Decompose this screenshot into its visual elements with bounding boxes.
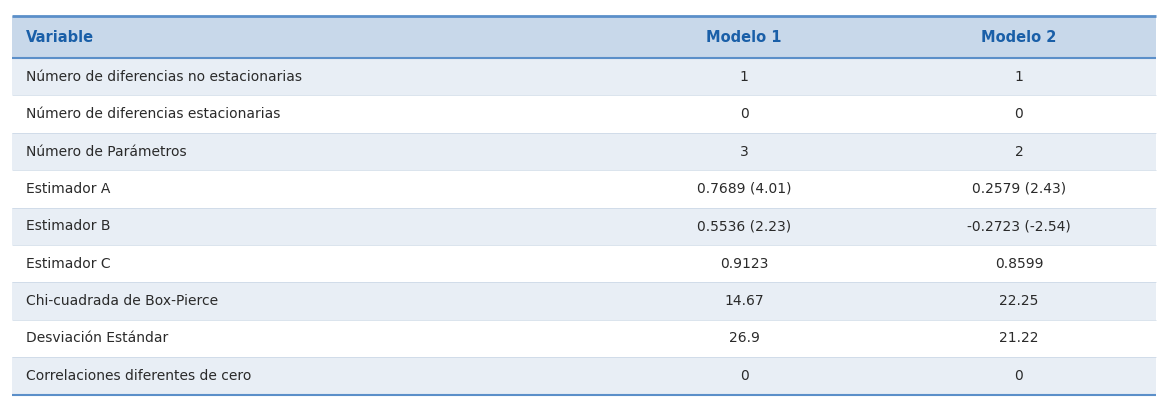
Bar <box>607 95 882 133</box>
Text: Chi-cuadrada de Box-Pierce: Chi-cuadrada de Box-Pierce <box>26 294 217 308</box>
Text: Variable: Variable <box>26 30 93 45</box>
Text: 0.9123: 0.9123 <box>719 257 769 271</box>
Text: 0: 0 <box>739 369 749 383</box>
Text: 0: 0 <box>739 107 749 121</box>
Bar <box>12 245 607 282</box>
Text: 2: 2 <box>1015 145 1023 159</box>
Text: 0: 0 <box>1015 107 1023 121</box>
Text: 14.67: 14.67 <box>724 294 764 308</box>
Text: -0.2723 (-2.54): -0.2723 (-2.54) <box>967 219 1071 233</box>
Bar <box>607 208 882 245</box>
Text: 21.22: 21.22 <box>999 332 1038 346</box>
Bar <box>882 320 1156 357</box>
Bar <box>12 357 607 395</box>
Text: Desviación Estándar: Desviación Estándar <box>26 332 168 346</box>
Text: 0.7689 (4.01): 0.7689 (4.01) <box>697 182 792 196</box>
Bar <box>882 133 1156 170</box>
Bar <box>607 170 882 208</box>
Bar <box>882 357 1156 395</box>
Text: Estimador A: Estimador A <box>26 182 110 196</box>
Text: 1: 1 <box>1015 70 1023 84</box>
Text: 3: 3 <box>739 145 749 159</box>
Bar <box>882 58 1156 95</box>
Bar <box>882 170 1156 208</box>
Bar <box>12 282 607 320</box>
Bar <box>607 16 882 58</box>
Text: 1: 1 <box>739 70 749 84</box>
Text: 26.9: 26.9 <box>729 332 759 346</box>
Text: Estimador C: Estimador C <box>26 257 110 271</box>
Text: Estimador B: Estimador B <box>26 219 110 233</box>
Bar <box>607 282 882 320</box>
Text: 0.2579 (2.43): 0.2579 (2.43) <box>972 182 1066 196</box>
Bar <box>12 208 607 245</box>
Text: 22.25: 22.25 <box>1000 294 1038 308</box>
Text: Número de diferencias estacionarias: Número de diferencias estacionarias <box>26 107 280 121</box>
Bar <box>882 95 1156 133</box>
Bar <box>882 282 1156 320</box>
Bar <box>607 133 882 170</box>
Bar <box>607 245 882 282</box>
Bar <box>12 320 607 357</box>
Text: Número de Parámetros: Número de Parámetros <box>26 145 187 159</box>
Bar <box>882 16 1156 58</box>
Bar <box>607 58 882 95</box>
Bar <box>12 16 607 58</box>
Bar <box>607 320 882 357</box>
Text: Modelo 2: Modelo 2 <box>981 30 1057 45</box>
Bar <box>12 133 607 170</box>
Bar <box>882 245 1156 282</box>
Text: 0: 0 <box>1015 369 1023 383</box>
Bar <box>12 95 607 133</box>
Text: 0.8599: 0.8599 <box>995 257 1043 271</box>
Bar <box>607 357 882 395</box>
Text: Modelo 1: Modelo 1 <box>707 30 783 45</box>
Bar <box>882 208 1156 245</box>
Text: Correlaciones diferentes de cero: Correlaciones diferentes de cero <box>26 369 251 383</box>
Bar <box>12 170 607 208</box>
Bar <box>12 58 607 95</box>
Text: Número de diferencias no estacionarias: Número de diferencias no estacionarias <box>26 70 301 84</box>
Text: 0.5536 (2.23): 0.5536 (2.23) <box>697 219 791 233</box>
